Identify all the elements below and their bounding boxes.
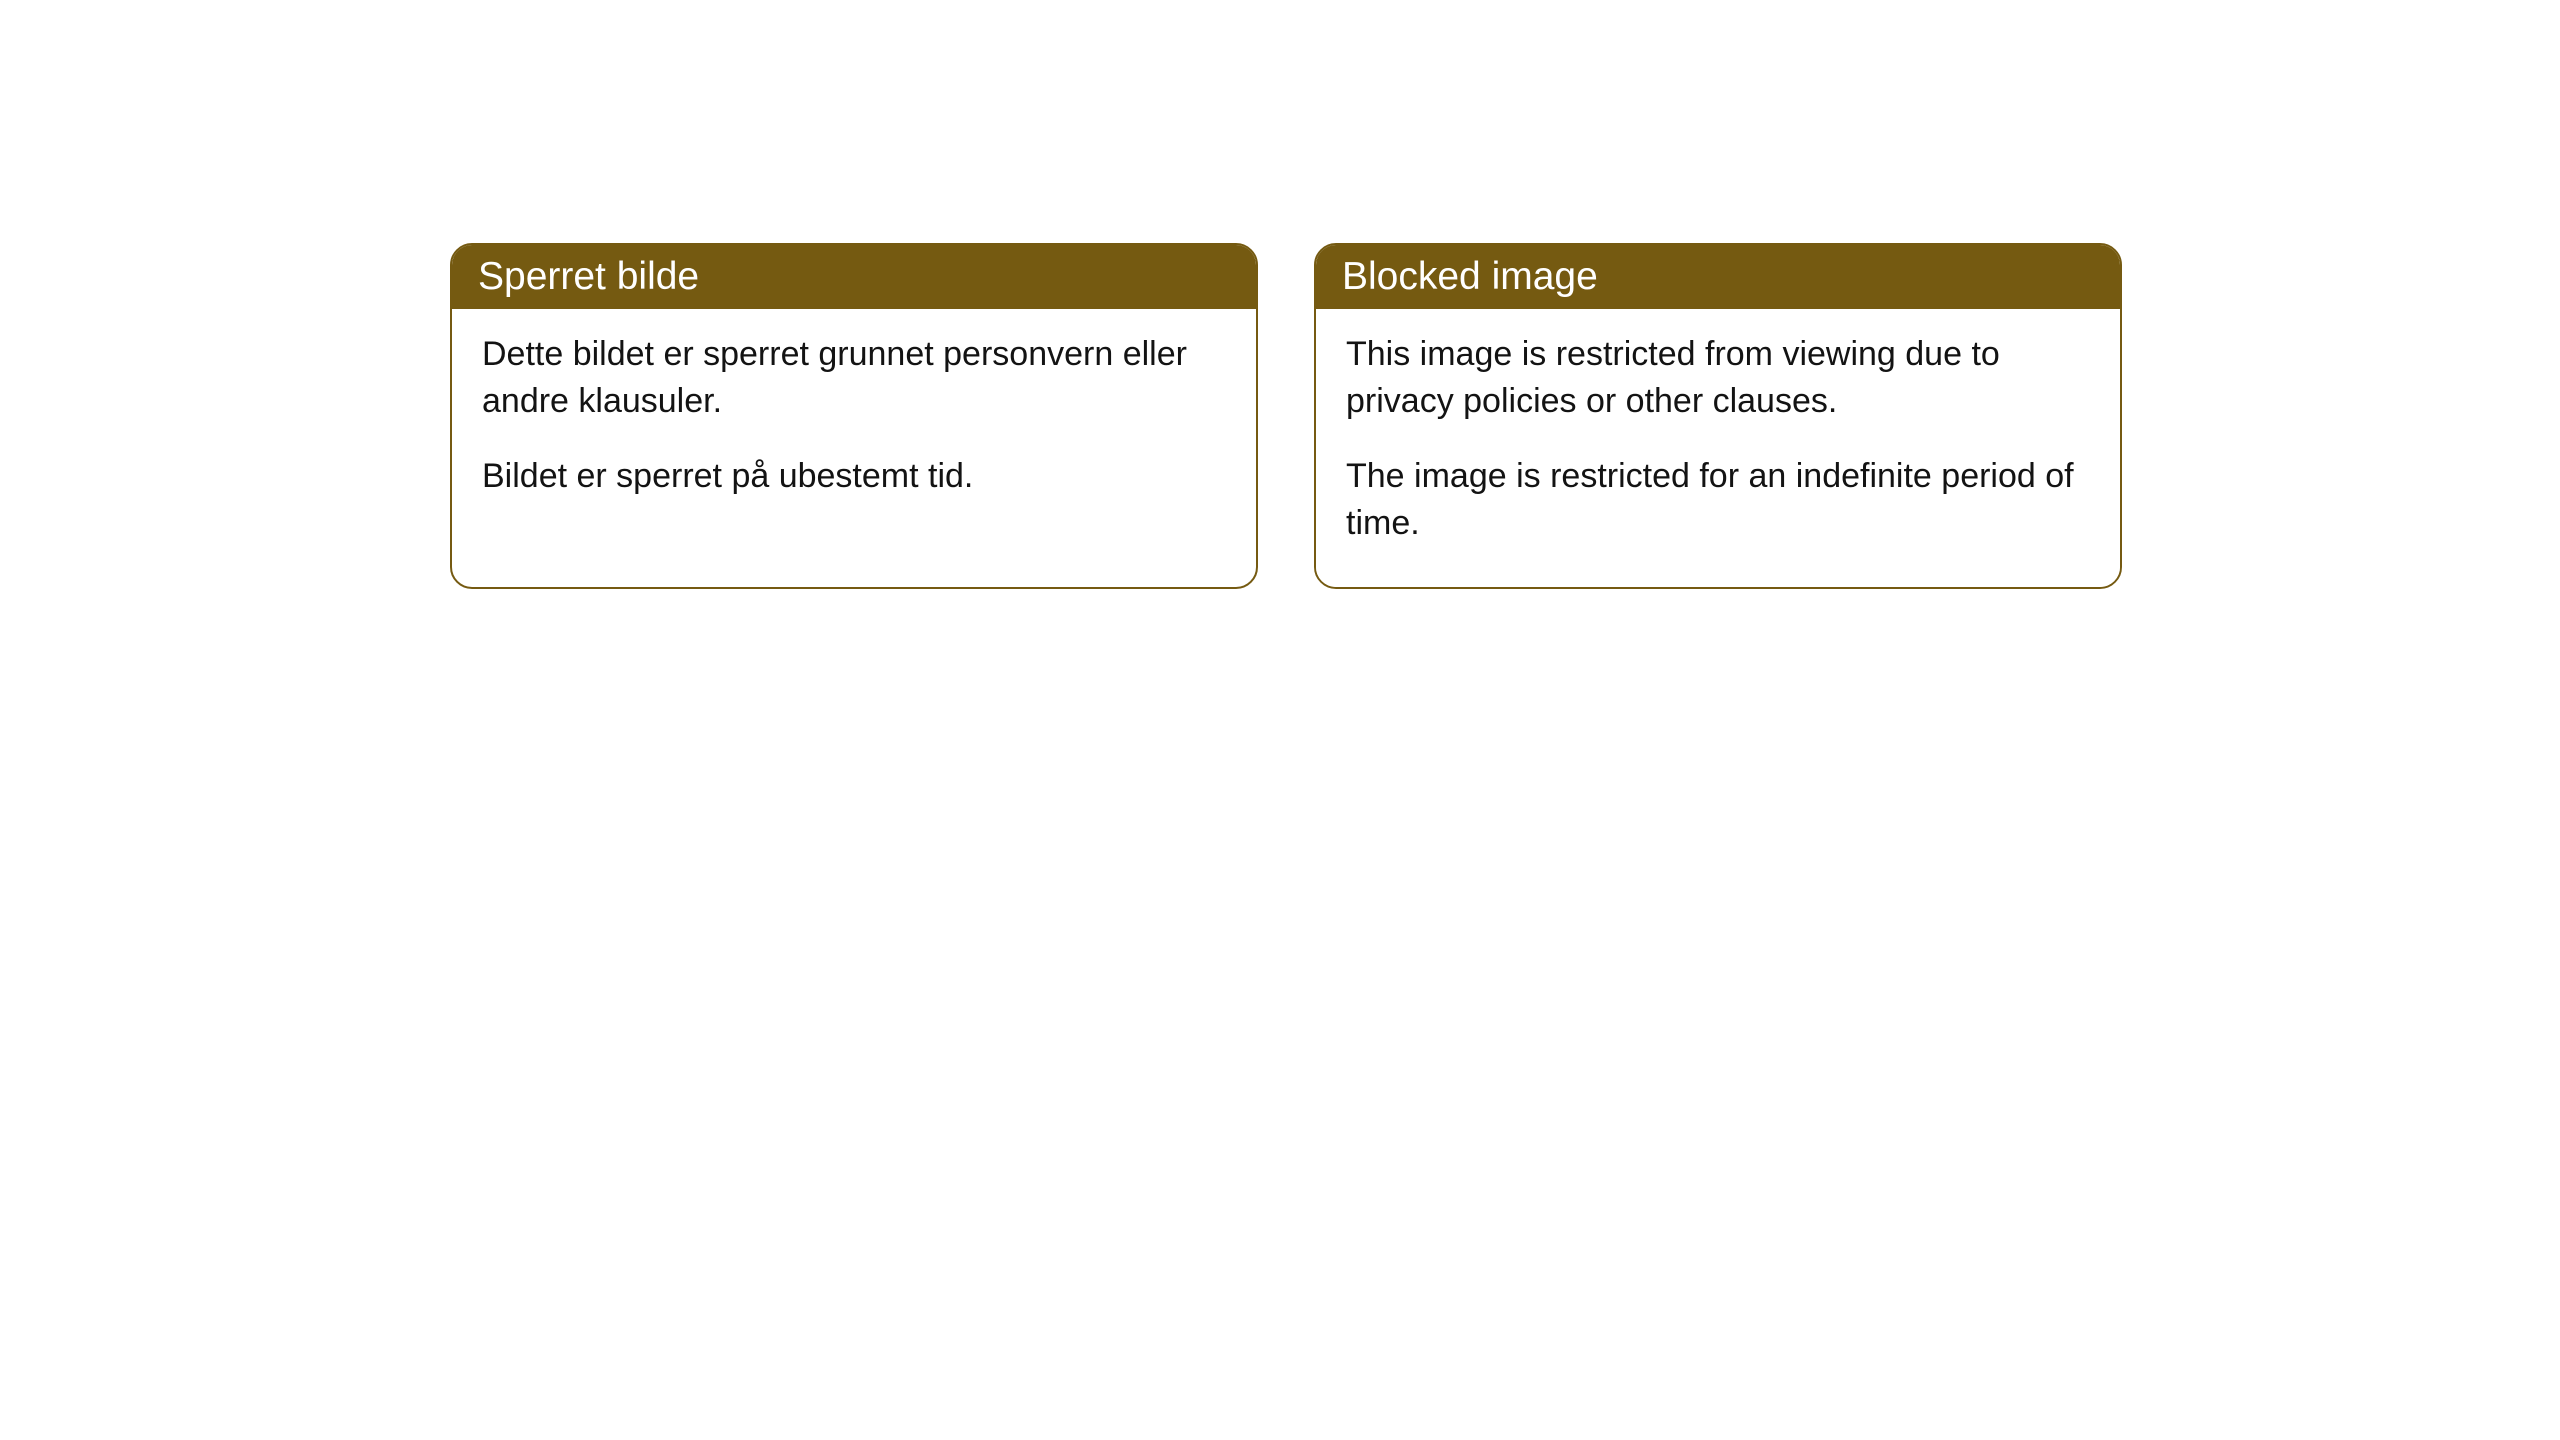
card-title: Sperret bilde [478, 255, 699, 298]
card-header: Sperret bilde [452, 245, 1256, 309]
card-paragraph: The image is restricted for an indefinit… [1346, 453, 2090, 547]
card-paragraph: Bildet er sperret på ubestemt tid. [482, 453, 1226, 500]
card-body: This image is restricted from viewing du… [1316, 309, 2120, 587]
blocked-image-card-english: Blocked image This image is restricted f… [1314, 243, 2122, 589]
blocked-image-card-norwegian: Sperret bilde Dette bildet er sperret gr… [450, 243, 1258, 589]
card-paragraph: Dette bildet er sperret grunnet personve… [482, 331, 1226, 425]
card-title: Blocked image [1342, 255, 1598, 298]
notice-cards-container: Sperret bilde Dette bildet er sperret gr… [450, 243, 2122, 589]
card-body: Dette bildet er sperret grunnet personve… [452, 309, 1256, 540]
card-header: Blocked image [1316, 245, 2120, 309]
card-paragraph: This image is restricted from viewing du… [1346, 331, 2090, 425]
